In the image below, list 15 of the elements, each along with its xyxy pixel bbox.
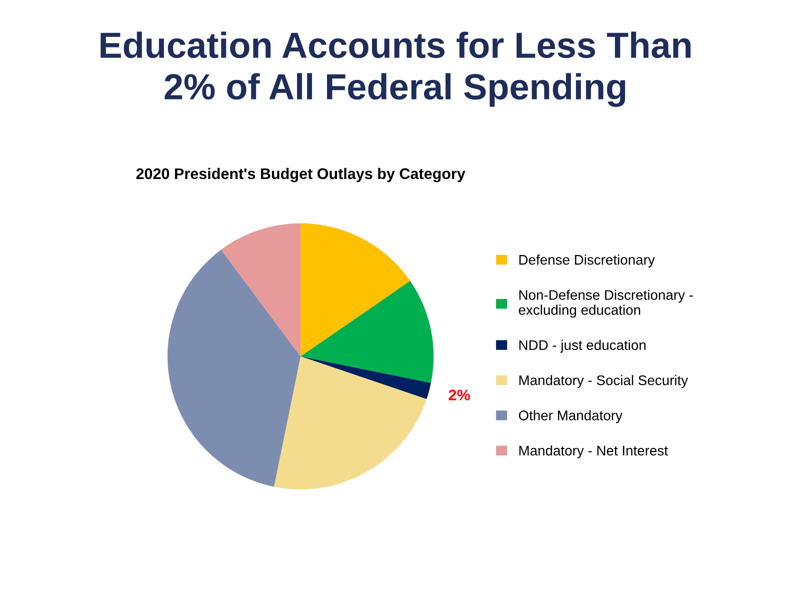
legend-label: Other Mandatory (518, 410, 622, 424)
pie-slice (300, 356, 431, 400)
legend-label: NDD - just education (519, 340, 646, 353)
legend-label: Mandatory - Net Interest (519, 445, 668, 458)
legend-label: Non-Defense Discretionary - excluding education (518, 290, 693, 318)
pie-slice (300, 280, 434, 383)
pie-slice (221, 223, 301, 356)
chart-title: Education Accounts for Less Than 2% of All Federal Spending (100, 32, 691, 107)
legend-label: Defense Discretionary (519, 254, 655, 268)
pie-slice (168, 250, 301, 487)
pie-slice (274, 356, 427, 490)
legend-label: Mandatory - Social Security (519, 374, 688, 388)
data-label: 2% (448, 390, 470, 400)
pie-slice (300, 223, 410, 356)
chart-subtitle: 2020 President's Budget Outlays by Category (136, 168, 466, 182)
